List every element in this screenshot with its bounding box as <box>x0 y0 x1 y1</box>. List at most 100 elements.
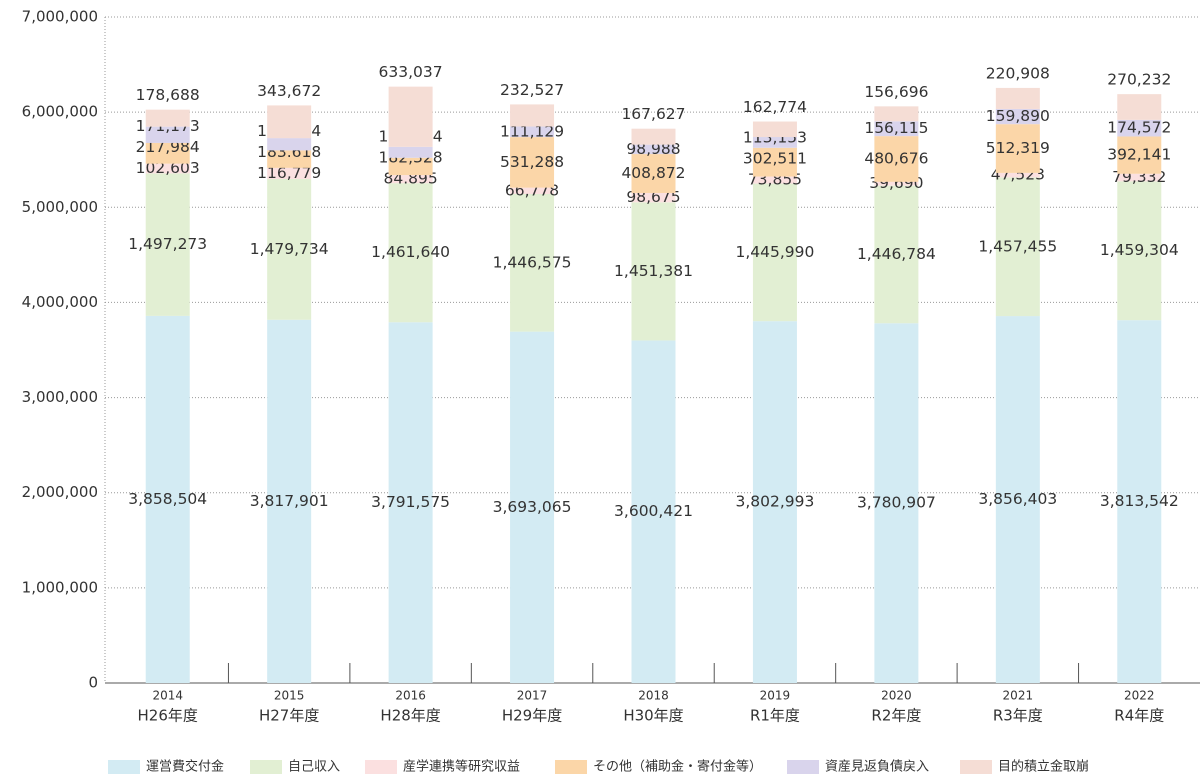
legend-label: 運営費交付金 <box>146 759 224 775</box>
bar-segment <box>267 319 312 683</box>
bar-segment <box>874 185 919 324</box>
bar-segment <box>631 144 676 155</box>
value-label: 1,446,784 <box>857 245 936 263</box>
value-label: 3,856,403 <box>978 490 1057 508</box>
value-label: 156,115 <box>864 119 928 137</box>
x-tick-label: 2016 <box>395 689 426 703</box>
value-label: 3,780,907 <box>857 494 936 512</box>
x-tick-label: 2021 <box>1003 689 1034 703</box>
bar-segment <box>995 172 1040 178</box>
bar-segment <box>752 121 797 138</box>
bar-segment <box>510 187 555 194</box>
y-tick-label: 5,000,000 <box>22 198 98 216</box>
value-label: 3,813,542 <box>1100 492 1179 510</box>
legend-swatch <box>365 760 397 774</box>
value-label: 3,600,421 <box>614 502 693 520</box>
bar-segment <box>995 124 1040 173</box>
bar-segment <box>874 121 919 137</box>
bar-segment <box>631 340 676 683</box>
bar-segment <box>510 126 555 138</box>
y-tick-label: 4,000,000 <box>22 293 98 311</box>
x-tick-label: 2014 <box>152 689 183 703</box>
legend-label: 目的積立金取崩 <box>998 759 1089 775</box>
bar-segment <box>1117 320 1162 683</box>
bar-segment <box>510 137 555 188</box>
value-label: 3,858,504 <box>128 490 207 508</box>
value-label: 1,497,273 <box>128 235 207 253</box>
legend-swatch <box>555 760 587 774</box>
value-label: 1,457,455 <box>978 237 1057 255</box>
value-label: 633,037 <box>379 63 443 81</box>
value-label: 270,232 <box>1107 71 1171 89</box>
bar-segment <box>388 183 433 323</box>
bar-segment <box>874 181 919 186</box>
y-tick-label: 2,000,000 <box>22 483 98 501</box>
value-label: 3,791,575 <box>371 493 450 511</box>
value-label: 167,627 <box>621 105 685 123</box>
bar-segment <box>874 106 919 122</box>
legend-swatch <box>960 760 992 774</box>
value-label: 159,890 <box>986 107 1050 125</box>
bar-segment <box>145 126 190 143</box>
y-tick-label: 1,000,000 <box>22 578 98 596</box>
bar-segment <box>874 323 919 683</box>
value-label: 3,693,065 <box>493 498 572 516</box>
value-label: 178,688 <box>136 86 200 104</box>
bar-segment <box>1117 173 1162 182</box>
bar-segment <box>631 202 676 341</box>
value-label: 1,461,640 <box>371 243 450 261</box>
value-label: 392,141 <box>1107 146 1171 164</box>
bar-segment <box>145 142 190 164</box>
bar-segment <box>145 315 190 683</box>
bar-segment <box>874 136 919 182</box>
value-label: 302,511 <box>743 150 807 168</box>
bar-segment <box>995 177 1040 317</box>
bar-segment <box>145 163 190 174</box>
value-label: 174,572 <box>1107 119 1171 137</box>
value-label: 162,774 <box>743 98 807 116</box>
legend-swatch <box>250 760 282 774</box>
legend-label: その他（補助金・寄付金等） <box>593 759 762 775</box>
bar-segment <box>1117 94 1162 120</box>
bar-segment <box>145 109 190 127</box>
x-tick-sublabel: R4年度 <box>1114 707 1164 725</box>
bar-segment <box>752 137 797 148</box>
value-label: 1,451,381 <box>614 262 693 280</box>
bar-segment <box>631 192 676 203</box>
bar-segment <box>145 173 190 316</box>
bar-segment <box>752 176 797 184</box>
bar-segment <box>1117 181 1162 321</box>
y-tick-label: 3,000,000 <box>22 388 98 406</box>
y-tick-label: 0 <box>88 674 98 692</box>
bar-segment <box>267 105 312 139</box>
bar-segment <box>510 331 555 683</box>
x-tick-sublabel: H26年度 <box>138 707 198 725</box>
value-label: 3,802,993 <box>735 493 814 511</box>
x-tick-sublabel: R3年度 <box>993 707 1043 725</box>
bar-segment <box>631 128 676 145</box>
value-label: 1,445,990 <box>735 243 814 261</box>
value-label: 1,459,304 <box>1100 241 1179 259</box>
value-label: 1,446,575 <box>493 253 572 271</box>
bar-segment <box>388 86 433 147</box>
value-label: 220,908 <box>986 64 1050 82</box>
bar-segment <box>1117 136 1162 174</box>
x-tick-sublabel: H27年度 <box>259 707 319 725</box>
value-label: 111,129 <box>500 122 564 140</box>
y-tick-label: 6,000,000 <box>22 103 98 121</box>
bar-segment <box>752 321 797 683</box>
bar-segment <box>752 183 797 322</box>
value-label: 408,872 <box>621 164 685 182</box>
bar-segment <box>267 138 312 151</box>
x-tick-sublabel: H29年度 <box>502 707 562 725</box>
value-label: 156,696 <box>864 83 928 101</box>
x-tick-sublabel: H28年度 <box>380 707 440 725</box>
value-label: 1,479,734 <box>250 240 329 258</box>
bar-segment <box>388 146 433 158</box>
x-tick-sublabel: R1年度 <box>750 707 800 725</box>
value-label: 531,288 <box>500 153 564 171</box>
x-tick-label: 2015 <box>274 689 305 703</box>
legend-label: 資産見返負債戻入 <box>825 759 929 775</box>
value-label: 480,676 <box>864 149 928 167</box>
